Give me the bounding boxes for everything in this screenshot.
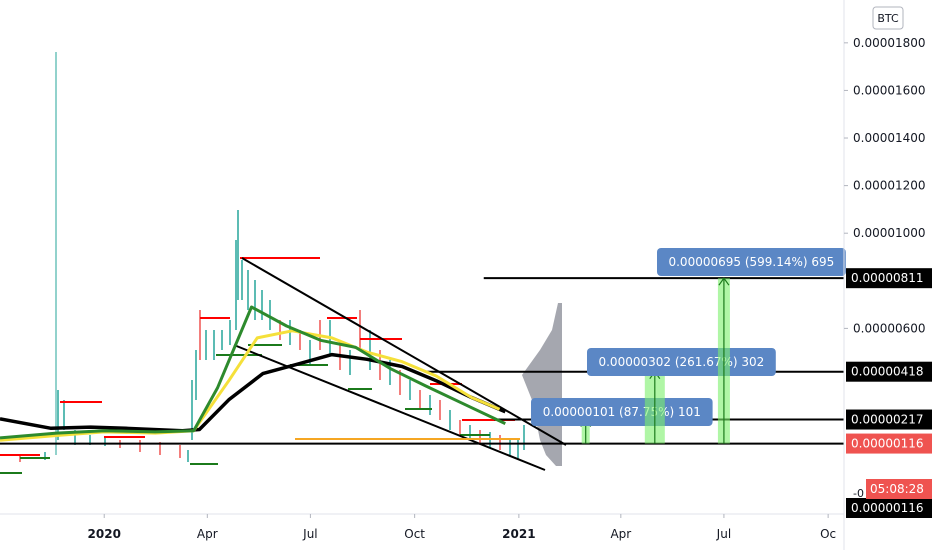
volume-profile-shape	[522, 303, 562, 466]
y-tick-label: 0.00000600	[853, 321, 926, 335]
x-tick-label: Apr	[610, 527, 631, 541]
currency-badge[interactable]: BTC	[872, 6, 904, 30]
currency-label: BTC	[877, 12, 899, 25]
measure-label: 0.00000695 (599.14%) 695	[668, 255, 834, 269]
measure-arrow-head	[718, 277, 730, 286]
price-tag-box	[846, 498, 932, 518]
price-tag-label: 0.00000811	[851, 271, 924, 285]
time-axis: 2020 Apr Jul Oct 2021 Apr Jul Oc	[88, 514, 836, 541]
x-tick-label: Apr	[197, 527, 218, 541]
x-tick-label: 2020	[88, 527, 121, 541]
x-tick-label: Jul	[716, 527, 731, 541]
countdown-box	[866, 479, 932, 499]
moving-averages	[0, 305, 506, 442]
price-tag-box	[846, 433, 932, 454]
candles	[0, 52, 525, 474]
price-tag-box	[846, 409, 932, 430]
x-tick-label: Oct	[404, 527, 425, 541]
measure-label-box	[531, 398, 713, 426]
descending-channel-upper	[241, 257, 567, 446]
partial-tick-label: -0	[853, 487, 864, 500]
countdown-label: 05:08:28	[870, 482, 924, 496]
price-axis: 0.00001800 0.00001600 0.00001400 0.00001200…	[844, 36, 926, 335]
measure-label: 0.00000302 (261.67%) 302	[598, 355, 764, 369]
price-tag-box	[846, 361, 932, 382]
price-tag-label: 0.00000116	[851, 437, 924, 451]
price-tag-label: 0.00000418	[851, 365, 924, 379]
measure-label-box	[657, 248, 846, 276]
x-tick-label: 2021	[502, 527, 535, 541]
price-tag-box	[846, 268, 932, 289]
x-tick-label: Oc	[820, 527, 836, 541]
price-tag-label: 0.00000217	[851, 413, 924, 427]
measure-annotations: 0.00000101 (87.75%) 101 0.00000302 (261.6…	[531, 248, 846, 444]
y-tick-label: 0.00001400	[853, 131, 926, 145]
ma-series-2	[0, 305, 506, 440]
ma-series-0	[0, 352, 506, 433]
price-tags: 0.00000811 0.00000418 0.00000217 0.00000116…	[846, 268, 932, 518]
y-tick-label: 0.00001000	[853, 226, 926, 240]
price-tag-label: 0.00000116	[851, 501, 924, 515]
y-tick-label: 0.00001600	[853, 83, 926, 97]
measure-label: 0.00000101 (87.75%) 101	[543, 405, 701, 419]
y-tick-label: 0.00001200	[853, 179, 926, 193]
x-tick-label: Jul	[302, 527, 317, 541]
y-tick-label: 0.00001800	[853, 36, 926, 50]
volume-profile	[522, 303, 562, 466]
